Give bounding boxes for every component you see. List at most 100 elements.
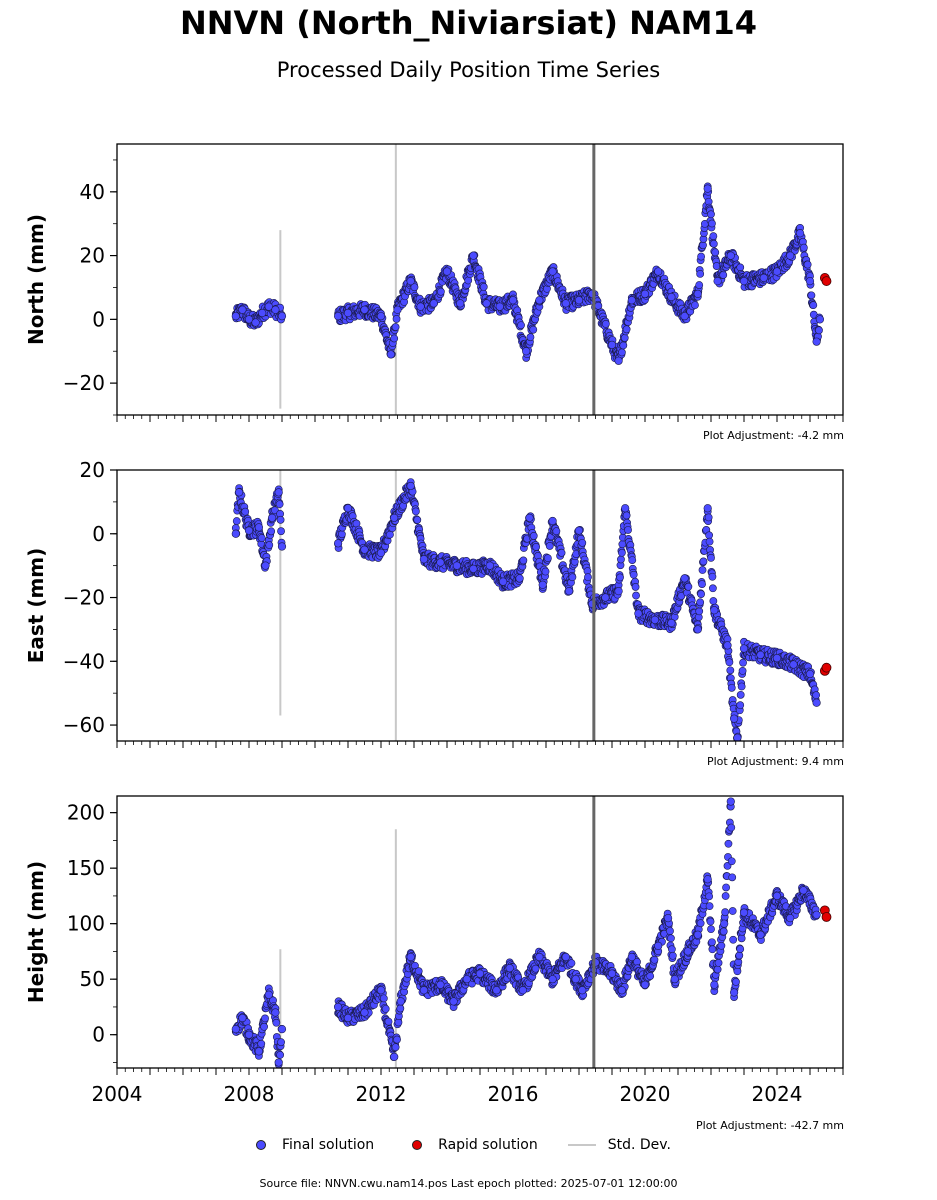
final-solution-point [812,910,821,919]
final-solution-point [772,654,782,663]
y-tick-label: −20 [63,371,105,395]
final-solution-point [386,350,396,359]
final-solution-point [799,886,808,895]
final-solution-point [231,312,240,321]
final-solution-point [277,1025,287,1034]
final-solution-point [261,1014,269,1023]
final-solution-point [275,500,284,509]
final-solution-point [803,260,812,269]
final-solution-point [508,296,518,305]
final-solution-point [703,184,712,193]
final-solution-point [360,305,369,314]
final-solution-point [232,517,241,525]
final-solution-point [265,541,274,549]
final-solution-point [717,941,726,950]
final-solution-point [667,618,676,628]
final-solution-point [736,945,745,953]
final-solution-point [505,963,514,973]
final-solution-point [601,593,610,602]
final-solution-point [619,341,628,350]
y-tick-label: 200 [67,801,105,825]
final-solution-point [343,308,353,318]
final-solution-point [618,348,626,357]
final-solution-point [631,583,640,591]
final-solution-point [622,325,631,334]
final-solution-point [736,701,745,710]
legend-final-label: Final solution [282,1137,375,1153]
final-solution-point [729,714,739,723]
final-solution-point [739,644,749,653]
final-solution-series [231,797,821,1068]
final-solution-point [696,269,705,278]
final-solution-point [334,312,343,321]
final-solution-point [708,584,717,593]
final-solution-point [739,276,749,286]
final-solution-point [492,986,501,995]
final-solution-point [719,271,728,279]
final-solution-point [436,558,445,567]
final-solution-point [705,537,714,546]
final-solution-point [708,219,716,228]
legend-std-label: Std. Dev. [607,1137,671,1153]
final-solution-point [538,580,547,589]
legend-rapid-label: Rapid solution [438,1137,538,1153]
final-solution-point [786,251,795,260]
final-solution-point [274,488,283,497]
final-solution-point [532,543,540,551]
final-solution-point [705,902,714,911]
final-solution-point [436,287,445,296]
final-solution-point [727,823,736,832]
final-solution-point [515,574,524,583]
final-solution-point [616,573,624,582]
final-solution-point [517,321,525,330]
final-solution-point [618,540,627,549]
final-solution-point [343,1013,353,1023]
final-solution-point [462,975,471,984]
final-solution-point [627,952,636,962]
y-tick-label: 50 [80,967,105,991]
rapid-solution-point [821,912,832,922]
final-solution-series [231,478,821,741]
final-solution-point [564,587,574,596]
x-tick-label: 2024 [752,1082,803,1106]
final-solution-point [693,625,702,634]
final-solution-point [696,919,705,928]
y-tick-label: −60 [63,713,105,737]
final-solution-point [728,907,737,915]
final-solution-point [727,857,736,866]
final-solution-point [519,556,528,565]
final-solution-point [518,986,528,995]
final-solution-point [499,577,508,586]
final-solution-point [379,994,388,1003]
y-axis-label: East (mm) [24,548,48,664]
final-solution-point [522,347,531,356]
final-solution-point [737,934,746,943]
final-solution-point [812,337,821,346]
final-solution-point [620,334,629,342]
final-solution-point [360,545,369,554]
final-solution-point [812,698,821,707]
final-solution-point [381,1004,390,1013]
final-solution-point [697,590,705,598]
final-solution-point [552,527,561,536]
final-solution-point [695,281,704,289]
final-solution-point [390,334,399,343]
final-solution-point [667,945,676,954]
final-solution-point [699,557,708,566]
final-solution-point [668,951,677,960]
north-plot-adjustment: Plot Adjustment: -4.2 mm [703,429,844,442]
final-solution-point [691,301,699,310]
final-solution-point [705,892,714,901]
final-solution-point [272,1018,281,1027]
final-solution-point [343,504,353,513]
source-footer: Source file: NNVN.cwu.nam14.pos Last epo… [259,1177,678,1190]
y-tick-label: 100 [67,912,105,936]
final-solution-point [548,516,557,526]
final-solution-point [640,980,650,989]
final-solution-point [235,488,244,497]
rapid-solution-point [821,662,832,673]
final-solution-point [413,516,422,524]
final-solution-point [710,606,719,615]
final-solution-point [337,530,346,539]
final-solution-point [618,548,626,557]
